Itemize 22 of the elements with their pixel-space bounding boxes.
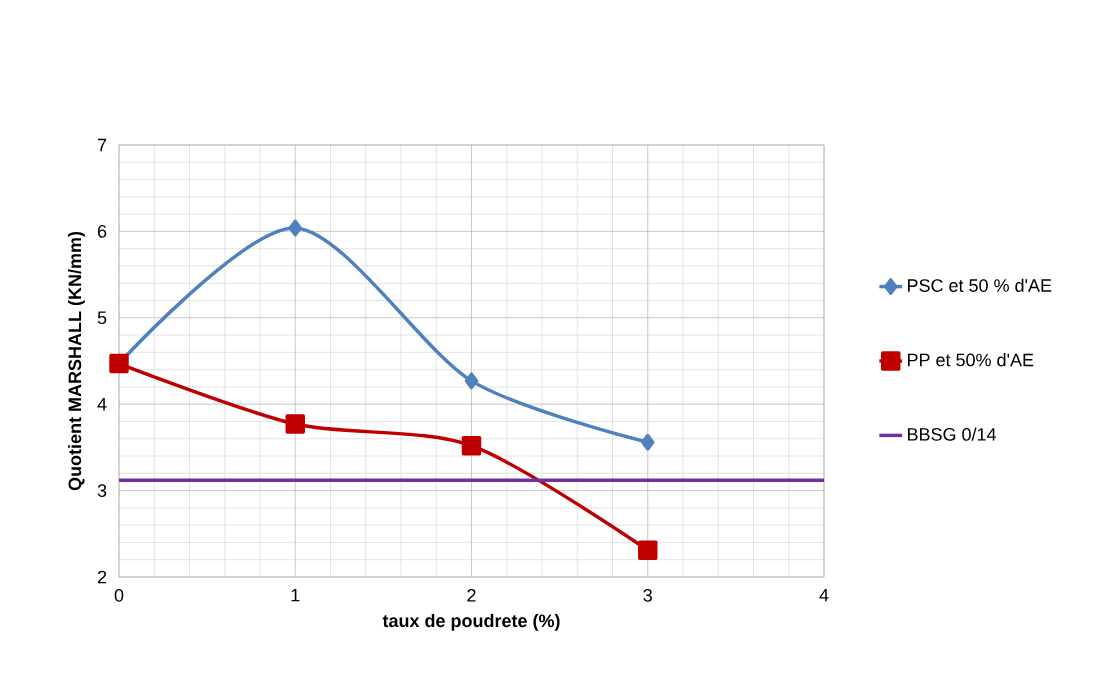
legend-label: PP et 50% d'AE [908,353,1034,367]
y-tick-label: 6 [97,225,107,238]
y-tick-label: 2 [97,570,107,584]
legend-label: BBSG 0/14 [908,427,997,441]
x-tick-label: 0 [114,588,124,602]
point [288,219,302,237]
x-axis-title: taux de poudrete (%) [382,613,560,631]
y-axis-title: Quotient MARSHALL (KN/mm) [67,231,85,491]
y-tick-label: 7 [97,138,107,152]
point [638,540,658,560]
x-tick-label: 3 [643,588,652,602]
legend-label: PSC et 50 % d'AE [908,278,1052,292]
y-tick-label: 4 [97,398,107,411]
point [464,372,479,390]
point [641,433,655,451]
x-tick-label: 2 [467,588,476,602]
point [461,435,482,456]
point [285,414,305,434]
y-tick-label: 5 [97,311,107,325]
y-tick-label: 3 [97,484,107,497]
x-tick-label: 1 [291,588,300,602]
x-tick-label: 4 [819,588,829,602]
